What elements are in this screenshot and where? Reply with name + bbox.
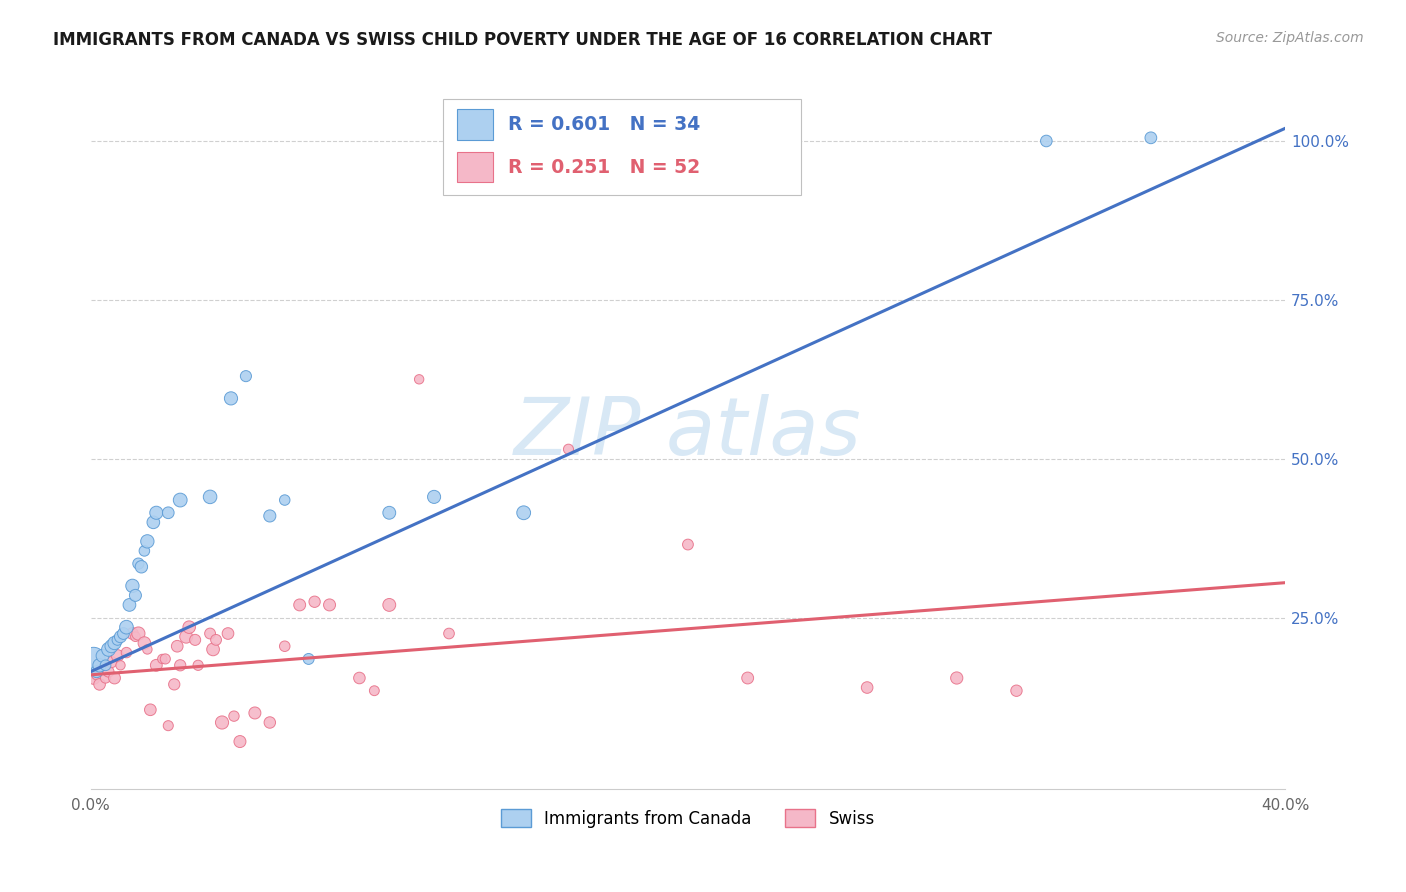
Point xyxy=(243,706,266,720)
Text: Source: ZipAtlas.com: Source: ZipAtlas.com xyxy=(1216,31,1364,45)
Point xyxy=(274,639,297,653)
Point xyxy=(229,734,252,748)
Point xyxy=(945,671,967,685)
Point xyxy=(139,703,162,717)
Point xyxy=(83,652,105,666)
Point xyxy=(107,632,129,647)
Point xyxy=(169,493,191,508)
Point xyxy=(737,671,759,685)
Point xyxy=(378,598,401,612)
Text: ZIP atlas: ZIP atlas xyxy=(515,394,862,473)
Point xyxy=(136,642,159,657)
Point xyxy=(187,658,209,673)
Point xyxy=(103,636,125,650)
Point xyxy=(115,646,138,660)
Point xyxy=(235,369,257,384)
Point xyxy=(112,626,135,640)
Point xyxy=(121,626,143,640)
Point xyxy=(145,506,167,520)
Point xyxy=(259,715,281,730)
Point xyxy=(89,677,111,691)
Point xyxy=(83,671,105,685)
Point xyxy=(557,442,579,457)
Point xyxy=(222,709,245,723)
Point xyxy=(134,544,156,558)
Point xyxy=(198,490,221,504)
Point xyxy=(91,658,114,673)
Point xyxy=(100,639,122,653)
Point xyxy=(408,372,430,386)
Point xyxy=(378,506,401,520)
Point xyxy=(1035,134,1057,148)
Point xyxy=(91,648,114,663)
Point xyxy=(274,493,297,508)
Point xyxy=(142,516,165,530)
Point xyxy=(94,671,117,685)
Point xyxy=(219,392,242,406)
Point xyxy=(124,630,146,644)
Point xyxy=(155,652,177,666)
Point xyxy=(318,598,340,612)
Text: IMMIGRANTS FROM CANADA VS SWISS CHILD POVERTY UNDER THE AGE OF 16 CORRELATION CH: IMMIGRANTS FROM CANADA VS SWISS CHILD PO… xyxy=(53,31,993,49)
Point xyxy=(349,671,371,685)
Point xyxy=(124,588,146,602)
Point xyxy=(134,636,156,650)
Point xyxy=(298,652,321,666)
Point xyxy=(100,655,122,669)
Point xyxy=(97,665,120,679)
Point xyxy=(423,490,446,504)
Point xyxy=(157,719,180,733)
Point xyxy=(89,658,111,673)
Point xyxy=(163,677,186,691)
Point xyxy=(127,626,149,640)
Point xyxy=(115,620,138,634)
Point xyxy=(131,559,153,574)
Point xyxy=(166,639,188,653)
Point xyxy=(205,632,228,647)
Point xyxy=(118,598,141,612)
Point xyxy=(856,681,879,695)
Point xyxy=(1140,131,1163,145)
Point xyxy=(145,658,167,673)
Point xyxy=(174,630,197,644)
Point xyxy=(363,683,385,698)
Point xyxy=(1005,683,1028,698)
Point xyxy=(107,648,129,663)
Point xyxy=(259,508,281,523)
Point xyxy=(217,626,239,640)
Point xyxy=(184,632,207,647)
Point xyxy=(211,715,233,730)
Point xyxy=(86,668,108,682)
Point xyxy=(110,630,132,644)
Point xyxy=(169,658,191,673)
Point xyxy=(150,652,173,666)
Point xyxy=(121,579,143,593)
Legend: Immigrants from Canada, Swiss: Immigrants from Canada, Swiss xyxy=(495,803,882,834)
Point xyxy=(157,506,180,520)
Point xyxy=(103,671,125,685)
Point xyxy=(304,595,326,609)
Point xyxy=(198,626,221,640)
Point xyxy=(94,658,117,673)
Point xyxy=(127,557,149,571)
Point xyxy=(86,665,108,679)
Point xyxy=(179,620,201,634)
Point xyxy=(512,506,534,520)
Point xyxy=(136,534,159,549)
Point xyxy=(202,642,225,657)
Point xyxy=(110,658,132,673)
Point xyxy=(288,598,311,612)
Point xyxy=(676,537,699,551)
Point xyxy=(97,642,120,657)
Point xyxy=(437,626,460,640)
